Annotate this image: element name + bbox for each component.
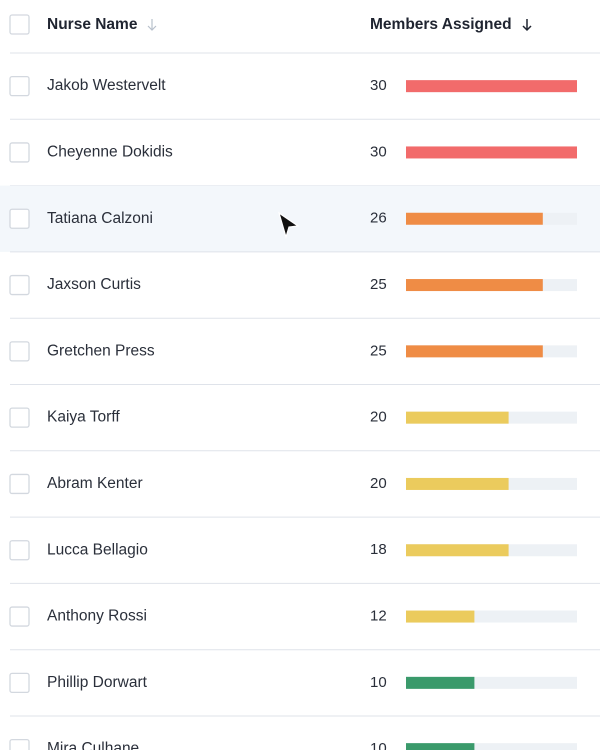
nurse-name: Mira Culhane [47, 740, 139, 750]
members-count: 30 [370, 77, 387, 94]
select-all-checkbox[interactable] [9, 14, 30, 35]
members-count: 20 [370, 475, 387, 492]
nurse-name: Cheyenne Dokidis [47, 144, 173, 161]
nurse-name: Lucca Bellagio [47, 541, 148, 558]
members-count: 18 [370, 541, 387, 558]
bar-fill [406, 212, 543, 225]
row-checkbox[interactable] [9, 407, 30, 428]
bar-fill [406, 477, 509, 490]
nurse-name: Anthony Rossi [47, 608, 147, 625]
members-count: 10 [370, 740, 387, 750]
bar-fill [406, 279, 543, 292]
header-members-assigned[interactable]: Members Assigned [370, 16, 512, 33]
bar-fill [406, 146, 577, 159]
sort-icon-members[interactable] [522, 19, 532, 32]
bar-fill [406, 80, 577, 93]
row-checkbox[interactable] [9, 142, 30, 163]
sort-icon-name[interactable] [147, 19, 157, 31]
bar-fill [406, 610, 475, 623]
row-checkbox[interactable] [9, 208, 30, 229]
bar-fill [406, 544, 509, 557]
members-count: 10 [370, 674, 387, 691]
nurse-name: Phillip Dorwart [47, 674, 148, 691]
members-count: 12 [370, 608, 387, 625]
members-count: 25 [370, 276, 387, 293]
bar-fill [406, 345, 543, 358]
members-count: 30 [370, 143, 387, 160]
nurse-name: Tatiana Calzoni [47, 210, 153, 227]
nurse-name: Gretchen Press [47, 342, 155, 359]
nurse-name: Jaxson Curtis [47, 276, 141, 293]
row-checkbox[interactable] [9, 274, 30, 296]
row-checkbox[interactable] [9, 341, 30, 362]
bar-fill [406, 676, 475, 689]
row-checkbox[interactable] [9, 672, 30, 693]
nurse-name: Kaiya Torff [47, 409, 120, 426]
row-checkbox[interactable] [9, 76, 30, 97]
row-checkbox[interactable] [9, 606, 30, 627]
row-checkbox[interactable] [9, 739, 30, 750]
members-count: 25 [370, 342, 387, 359]
members-count: 20 [370, 409, 387, 426]
mouse-cursor [277, 211, 300, 240]
bar-fill [406, 743, 475, 750]
row-checkbox[interactable] [9, 540, 30, 561]
members-count: 26 [370, 210, 387, 227]
header-nurse-name[interactable]: Nurse Name [47, 16, 138, 33]
bar-track [406, 743, 577, 750]
nurse-name: Abram Kenter [47, 475, 143, 492]
bar-fill [406, 411, 509, 424]
nurse-name: Jakob Westervelt [47, 77, 166, 94]
row-checkbox[interactable] [9, 473, 30, 495]
